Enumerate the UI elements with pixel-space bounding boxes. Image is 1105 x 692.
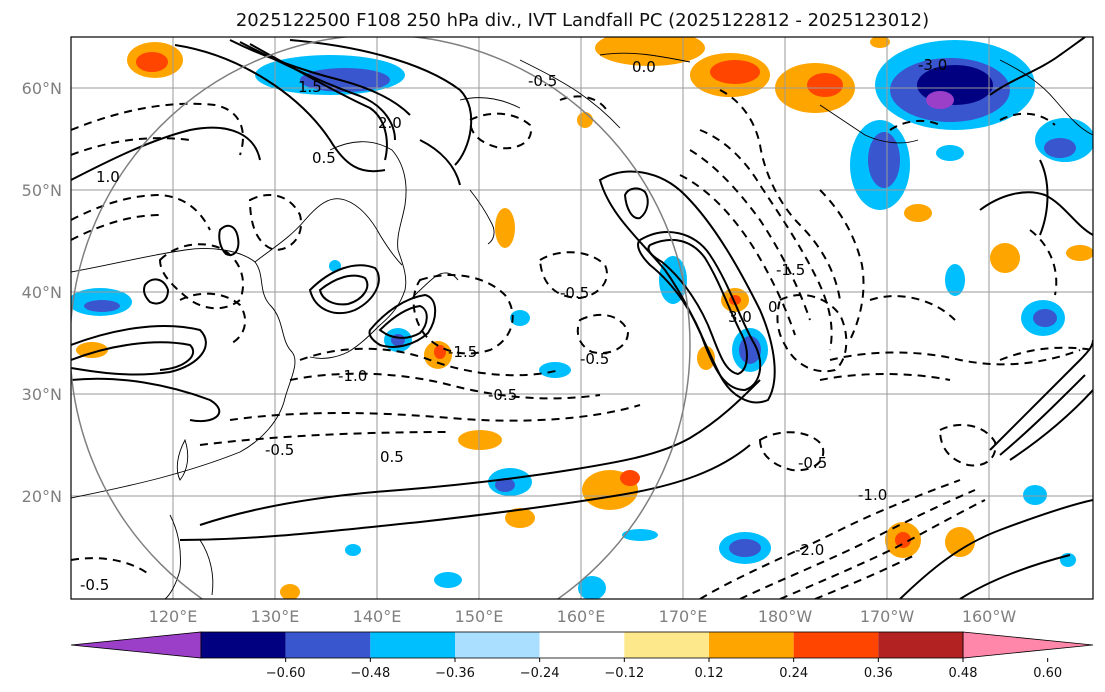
colorbar-swatch	[878, 632, 963, 658]
solid-contours	[71, 37, 1093, 599]
contour-label: -1.0	[338, 367, 367, 385]
contour-label: -1.5	[448, 343, 477, 361]
dashed-contours	[71, 89, 1093, 599]
lon-label: 140°E	[353, 607, 402, 626]
lon-label: 130°E	[251, 607, 300, 626]
contour-label: 1.5	[298, 78, 322, 96]
lon-label: 160°E	[557, 607, 606, 626]
colorbar-tick-label: 0.60	[1033, 666, 1062, 681]
contour-label: -0.5	[798, 454, 827, 472]
contour-label: -0.5	[80, 576, 109, 594]
contour-label: -1.5	[776, 261, 805, 279]
colorbar: −0.60 −0.48 −0.36 −0.24 −0.12 0.12 0.24 0.36 0.4…	[70, 631, 1094, 681]
colorbar-swatch	[793, 632, 879, 658]
colorbar-tick-label: −0.12	[604, 666, 644, 681]
colorbar-extend-high	[962, 631, 1094, 659]
contour-label-group: 1.5 2.0 0.5 1.0 3.0 0 0.0 0.5 -0.5 -1.0 …	[80, 56, 947, 594]
colorbar-tick-label: 0.48	[949, 666, 978, 681]
contour-label: 0	[768, 298, 778, 316]
contour-label: 0.0	[632, 58, 656, 76]
contour-label: 1.0	[96, 168, 120, 186]
contour-label: 0.5	[380, 448, 404, 466]
colorbar-tick-label: −0.24	[520, 666, 560, 681]
plot-frame	[70, 36, 1094, 600]
contour-label: -0.5	[528, 72, 557, 90]
colorbar-swatch	[455, 632, 540, 658]
map-title: 2025122500 F108 250 hPa div., IVT Landfa…	[235, 10, 930, 31]
contour-label: -3.0	[918, 56, 947, 74]
colorbar-tick-label: 0.12	[695, 666, 724, 681]
colorbar-tick-label: 0.36	[864, 666, 893, 681]
colorbar-tick-label: −0.60	[266, 666, 306, 681]
lon-label: 160°W	[962, 607, 1017, 626]
lat-label: 20°N	[22, 487, 62, 506]
latitude-labels: 60°N 50°N 40°N 30°N 20°N	[22, 79, 62, 506]
colorbar-tick-label: −0.48	[350, 666, 390, 681]
contour-label: 0.5	[312, 149, 336, 167]
negative-shading	[71, 40, 1093, 599]
colorbar-tick-label: −0.36	[435, 666, 475, 681]
colorbar-swatch	[709, 632, 794, 658]
positive-shading	[76, 37, 1093, 599]
lon-label: 170°E	[659, 607, 708, 626]
colorbar-swatch	[539, 632, 625, 658]
lon-label: 170°W	[860, 607, 915, 626]
colorbar-swatch	[285, 632, 371, 658]
contour-label: -0.5	[265, 441, 294, 459]
coastlines	[71, 52, 1093, 599]
lat-label: 40°N	[22, 283, 62, 302]
lon-label: 120°E	[149, 607, 198, 626]
colorbar-swatch	[201, 632, 286, 658]
colorbar-extend-low	[70, 631, 202, 659]
colorbar-frame	[200, 631, 964, 659]
colorbar-tick-label: 0.24	[779, 666, 808, 681]
lon-label: 150°E	[455, 607, 504, 626]
longitude-labels: 120°E 130°E 140°E 150°E 160°E 170°E 180°…	[149, 607, 1017, 626]
lat-label: 30°N	[22, 385, 62, 404]
lat-label: 50°N	[22, 181, 62, 200]
lon-label: 180°W	[758, 607, 813, 626]
landfall-circle	[71, 37, 691, 599]
contour-label: -2.0	[795, 541, 824, 559]
colorbar-swatch	[624, 632, 709, 658]
contour-label: -0.5	[488, 386, 517, 404]
colorbar-swatch	[370, 632, 455, 658]
contour-label: 2.0	[378, 114, 402, 132]
lat-label: 60°N	[22, 79, 62, 98]
contour-label: -1.0	[858, 486, 887, 504]
contour-label: -0.5	[580, 350, 609, 368]
contour-label: -0.5	[560, 284, 589, 302]
contour-label: 3.0	[728, 308, 752, 326]
